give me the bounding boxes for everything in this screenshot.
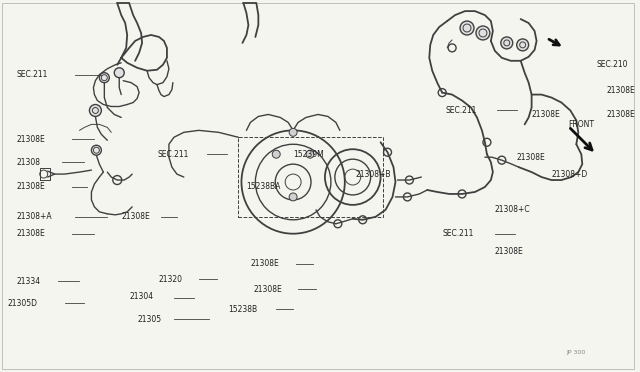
Text: 21308+C: 21308+C [495,205,531,214]
Circle shape [501,37,513,49]
Text: 21308E: 21308E [516,153,545,162]
Text: SEC.210: SEC.210 [596,60,628,69]
Text: 21308E: 21308E [253,285,282,294]
Text: SEC.211: SEC.211 [442,229,474,238]
Text: 21308+B: 21308+B [356,170,391,179]
Text: 21308E: 21308E [17,229,45,238]
Circle shape [516,39,529,51]
Text: 15239M: 15239M [293,150,324,159]
Text: 21320: 21320 [159,275,183,284]
Text: 21308E: 21308E [532,110,561,119]
Text: 21308E: 21308E [17,135,45,144]
Text: 15238BA: 15238BA [246,183,281,192]
Text: 21308E: 21308E [250,259,279,268]
Text: 15238B: 15238B [228,305,258,314]
Text: 21308: 21308 [17,158,41,167]
Text: SEC.211: SEC.211 [157,150,188,159]
Circle shape [289,128,297,136]
Circle shape [289,193,297,201]
Circle shape [460,21,474,35]
Text: 21308E: 21308E [495,247,524,256]
Text: 21308E: 21308E [606,110,635,119]
Circle shape [115,68,124,78]
Circle shape [90,105,101,116]
Circle shape [99,73,109,83]
Text: SEC.211: SEC.211 [17,70,48,79]
Circle shape [92,145,101,155]
Circle shape [272,150,280,158]
Text: 21308E: 21308E [121,212,150,221]
Text: SEC.211: SEC.211 [445,106,477,115]
Text: FRONT: FRONT [568,120,595,129]
Text: 21308E: 21308E [606,86,635,95]
Text: 21308E: 21308E [17,183,45,192]
Text: 21305D: 21305D [8,299,38,308]
Text: JP 300: JP 300 [566,350,586,355]
Circle shape [306,150,314,158]
Circle shape [476,26,490,40]
Text: 21334: 21334 [17,277,41,286]
Text: 21308+D: 21308+D [552,170,588,179]
Text: 21304: 21304 [129,292,154,301]
Text: 21305: 21305 [137,315,161,324]
Bar [239,137,383,217]
Text: 21308+A: 21308+A [17,212,52,221]
